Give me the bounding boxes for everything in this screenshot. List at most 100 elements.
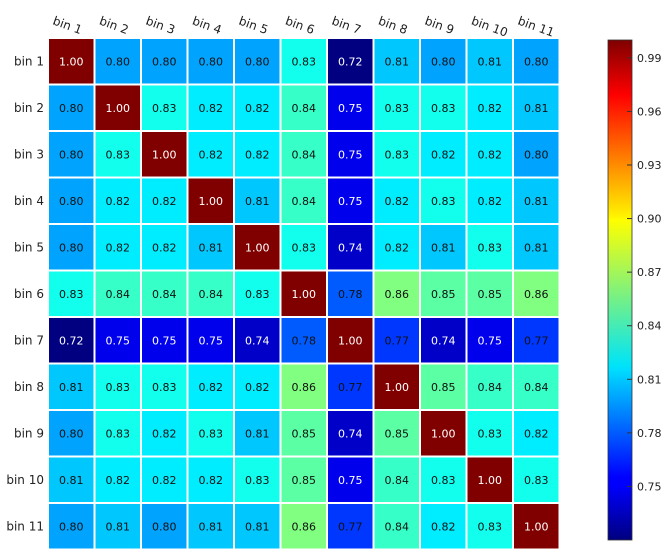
- cell-value-label: 0.83: [431, 474, 456, 487]
- cell-value-label: 0.85: [292, 474, 317, 487]
- cell-value-label: 0.82: [199, 102, 224, 115]
- cell-value-label: 0.82: [245, 102, 270, 115]
- cell-value-label: 0.75: [199, 334, 224, 347]
- cell-value-label: 0.72: [338, 55, 363, 68]
- cell-value-label: 0.82: [199, 148, 224, 161]
- heatmap-cell: [140, 409, 189, 458]
- row-tick-label: bin 11: [6, 519, 44, 533]
- cell-value-label: 0.80: [524, 148, 549, 161]
- cell-value-label: 0.82: [478, 102, 503, 115]
- heatmap-cell: [279, 269, 328, 318]
- cell-value-label: 0.84: [478, 381, 503, 394]
- cell-value-label: 0.83: [245, 288, 270, 301]
- heatmap-cell: [279, 83, 328, 132]
- cell-value-label: 0.83: [245, 474, 270, 487]
- cell-value-label: 0.83: [292, 241, 317, 254]
- cell-value-label: 0.75: [338, 102, 363, 115]
- heatmap-cell: [512, 83, 561, 132]
- cell-value-label: 0.80: [524, 55, 549, 68]
- heatmap-cell: [279, 223, 328, 272]
- heatmap-cell: [233, 130, 282, 179]
- cell-value-label: 0.80: [199, 55, 224, 68]
- heatmap-cell: [93, 502, 142, 549]
- heatmap-cell: [372, 502, 421, 549]
- cell-value-label: 0.82: [152, 195, 177, 208]
- column-tick-label: bin 4: [190, 14, 223, 37]
- cell-value-label: 0.84: [199, 288, 224, 301]
- cell-value-label: 0.83: [478, 520, 503, 533]
- cell-value-label: 0.83: [385, 102, 410, 115]
- cell-value-label: 0.83: [106, 427, 131, 440]
- row-tick-label: bin 1: [14, 54, 44, 68]
- cell-value-label: 0.82: [106, 241, 131, 254]
- cell-value-label: 0.82: [385, 241, 410, 254]
- cell-value-label: 0.77: [524, 334, 549, 347]
- cell-value-label: 1.00: [59, 55, 84, 68]
- heatmap-cell: [419, 269, 468, 318]
- cell-value-label: 0.83: [524, 474, 549, 487]
- row-tick-label: bin 8: [14, 380, 44, 394]
- cell-value-label: 0.80: [59, 102, 84, 115]
- cell-value-label: 0.82: [245, 148, 270, 161]
- cell-value-label: 1.00: [245, 241, 270, 254]
- cell-value-label: 0.83: [478, 241, 503, 254]
- cell-value-label: 0.80: [59, 427, 84, 440]
- cell-value-label: 0.81: [199, 520, 224, 533]
- cell-value-label: 0.72: [59, 334, 84, 347]
- heatmap-cell: [419, 409, 468, 458]
- column-tick-label: bin 10: [469, 14, 509, 40]
- cell-value-label: 1.00: [431, 427, 456, 440]
- cell-value-label: 0.80: [59, 195, 84, 208]
- heatmap-cell: [326, 130, 375, 179]
- row-tick-label: bin 3: [14, 147, 44, 161]
- colorbar-gradient: [607, 39, 633, 541]
- heatmap-cell: [93, 316, 142, 365]
- cell-value-label: 0.77: [338, 381, 363, 394]
- cell-value-label: 0.81: [524, 241, 549, 254]
- cell-value-label: 0.82: [478, 148, 503, 161]
- heatmap-cell: [512, 269, 561, 318]
- colorbar: 0.75 0.78 0.81 0.84 0.87 0.90 0.93 0.96 0.99: [607, 39, 662, 541]
- cell-value-label: 0.80: [152, 520, 177, 533]
- heatmap-cell: [279, 316, 328, 365]
- heatmap-cell: [233, 83, 282, 132]
- row-tick-labels: bin 1 bin 2 bin 3 bin 4 bin 5 bin 6 bin 7 bin 8…: [6, 54, 44, 533]
- column-tick-label: bin 6: [283, 14, 316, 37]
- heatmap-cell: [512, 455, 561, 504]
- heatmap-cell: [186, 176, 235, 225]
- row-tick-label: bin 9: [14, 426, 44, 440]
- cell-value-label: 0.78: [338, 288, 363, 301]
- heatmap-cell: [140, 316, 189, 365]
- heatmap-cell: [326, 502, 375, 549]
- cell-value-label: 0.75: [338, 148, 363, 161]
- cell-value-label: 0.82: [106, 195, 131, 208]
- heatmap-cell: [140, 176, 189, 225]
- cell-value-label: 0.86: [292, 520, 317, 533]
- cell-value-label: 0.82: [245, 381, 270, 394]
- heatmap-cell: [419, 83, 468, 132]
- row-tick-label: bin 2: [14, 101, 44, 115]
- cell-value-label: 0.83: [152, 102, 177, 115]
- cell-value-label: 1.00: [338, 334, 363, 347]
- heatmap-cell: [419, 455, 468, 504]
- cell-value-label: 0.82: [431, 520, 456, 533]
- heatmap-cell: [419, 316, 468, 365]
- cell-value-label: 0.75: [338, 474, 363, 487]
- cell-value-label: 0.78: [292, 334, 317, 347]
- cell-value-label: 0.84: [524, 381, 549, 394]
- cell-value-label: 1.00: [199, 195, 224, 208]
- cell-value-label: 0.74: [245, 334, 270, 347]
- heatmap-cell: [47, 502, 96, 549]
- colorbar-tick-label: 0.96: [637, 105, 662, 118]
- cell-value-label: 0.81: [59, 474, 84, 487]
- cell-value-label: 1.00: [524, 520, 549, 533]
- cell-value-label: 0.80: [106, 55, 131, 68]
- cell-value-label: 0.85: [431, 288, 456, 301]
- row-tick-label: bin 7: [14, 333, 44, 347]
- cell-value-label: 0.84: [385, 520, 410, 533]
- heatmap-cell: [512, 37, 561, 86]
- heatmap-cell: [512, 409, 561, 458]
- cell-value-label: 0.80: [152, 55, 177, 68]
- cell-value-label: 0.75: [152, 334, 177, 347]
